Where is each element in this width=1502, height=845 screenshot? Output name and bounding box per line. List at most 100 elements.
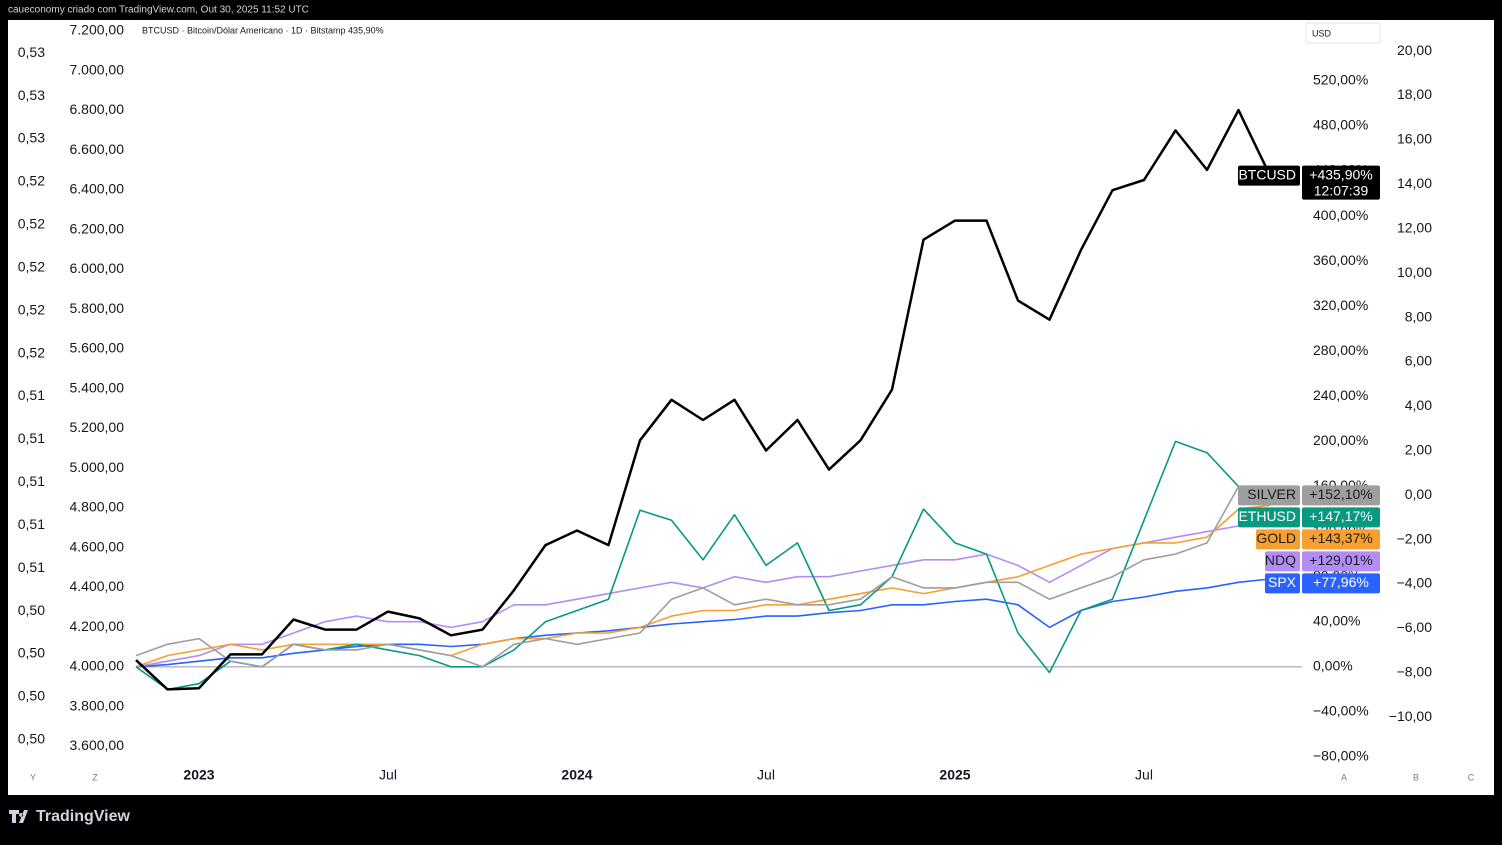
price-axis-label: 6.200,00	[70, 220, 125, 236]
currency-box[interactable]	[1305, 22, 1381, 44]
left-axis-label: 0,53	[18, 87, 45, 103]
series-line	[135, 485, 1271, 668]
right-axis-label: −2,00	[1397, 530, 1433, 546]
price-axis-label: 4.400,00	[70, 578, 125, 594]
left-axis-label: 0,51	[18, 559, 45, 575]
series-name-box	[1265, 551, 1300, 572]
end-label-box	[1302, 551, 1380, 572]
price-axis-label: 6.600,00	[70, 141, 125, 157]
left-axis-label: 0,50	[18, 731, 45, 747]
brand: TradingView	[36, 808, 131, 825]
right-axis-label: 0,00	[1405, 486, 1432, 502]
price-axis-label: 6.400,00	[70, 181, 125, 197]
axis-letter: Z	[92, 772, 98, 782]
left-axis-label: 0,53	[18, 130, 45, 146]
left-axis-label: 0,52	[18, 258, 45, 274]
percent-axis-label: 40,00%	[1313, 612, 1360, 628]
right-axis-label: −10,00	[1389, 708, 1432, 724]
currency[interactable]: USD	[1312, 28, 1332, 38]
left-axis-label: 0,51	[18, 387, 45, 403]
end-label-box	[1302, 507, 1380, 528]
axis-letter: C	[1468, 772, 1475, 782]
series-line	[135, 504, 1271, 668]
price-axis-label: 5.200,00	[70, 419, 125, 435]
end-label: +147,17%	[1309, 508, 1372, 524]
price-axis-label: 5.600,00	[70, 340, 125, 356]
right-axis-label: 12,00	[1397, 219, 1432, 235]
price-axis-label: 7.000,00	[70, 61, 125, 77]
percent-axis-label: 200,00%	[1313, 432, 1368, 448]
price-axis-label: 5.400,00	[70, 379, 125, 395]
right-axis-label: 14,00	[1397, 175, 1432, 191]
percent-axis-label: 240,00%	[1313, 387, 1368, 403]
left-axis-label: 0,52	[18, 301, 45, 317]
right-axis-label: 18,00	[1397, 86, 1432, 102]
series-name-box	[1238, 485, 1300, 506]
left-axis-label: 0,51	[18, 473, 45, 489]
left-axis-label: 0,50	[18, 645, 45, 661]
axis-letter: Y	[30, 772, 36, 782]
right-axis-label: 8,00	[1405, 308, 1432, 324]
percent-axis-label: 320,00%	[1313, 297, 1368, 313]
price-axis-label: 6.800,00	[70, 101, 125, 117]
series-name-box	[1256, 529, 1300, 550]
x-tick-label: Jul	[1135, 767, 1153, 783]
price-axis-label: 3.800,00	[70, 697, 125, 713]
chart-title: BTCUSD · Bitcoin/Dólar Americano · 1D · …	[142, 25, 384, 35]
left-axis-label: 0,52	[18, 344, 45, 360]
left-axis-label: 0,52	[18, 173, 45, 189]
end-label: +77,96%	[1313, 574, 1369, 590]
axis-letter: B	[1413, 772, 1419, 782]
right-axis-label: 10,00	[1397, 264, 1432, 280]
price-axis-label: 4.800,00	[70, 499, 125, 515]
series-name-box	[1238, 507, 1300, 528]
left-axis-label: 0,51	[18, 516, 45, 532]
percent-axis-label: 400,00%	[1313, 207, 1368, 223]
series-name: GOLD	[1256, 530, 1296, 546]
series-name: BTCUSD	[1238, 166, 1296, 182]
percent-axis-label: 280,00%	[1313, 342, 1368, 358]
right-axis-label: −4,00	[1397, 575, 1433, 591]
axis-letter: A	[1341, 772, 1347, 782]
left-axis-label: 0,53	[18, 44, 45, 60]
x-tick-label: 2023	[183, 767, 214, 783]
end-label-box	[1302, 573, 1380, 594]
percent-axis-label: 0,00%	[1313, 658, 1353, 674]
end-label-box	[1302, 529, 1380, 550]
end-label: +152,10%	[1309, 486, 1372, 502]
left-axis-label: 0,50	[18, 688, 45, 704]
price-axis-label: 5.800,00	[70, 300, 125, 316]
right-axis-label: 20,00	[1397, 42, 1432, 58]
price-axis-label: 3.600,00	[70, 737, 125, 753]
series-name: SILVER	[1247, 486, 1296, 502]
percent-axis-label: 480,00%	[1313, 117, 1368, 133]
series-name: SPX	[1268, 574, 1297, 590]
percent-axis-label: 520,00%	[1313, 72, 1368, 88]
right-axis-label: 6,00	[1405, 353, 1432, 369]
percent-axis-label: −40,00%	[1313, 703, 1369, 719]
end-label: +435,90%	[1309, 166, 1372, 182]
x-tick-label: Jul	[379, 767, 397, 783]
end-label: +129,01%	[1309, 552, 1372, 568]
right-axis-label: 2,00	[1405, 441, 1432, 457]
series-name: ETHUSD	[1238, 508, 1296, 524]
series-line	[135, 108, 1272, 691]
series-name: NDQ	[1265, 552, 1296, 568]
left-axis-label: 0,52	[18, 216, 45, 232]
chart-panel	[8, 20, 1494, 795]
price-axis-label: 6.000,00	[70, 260, 125, 276]
price-axis-label: 7.200,00	[70, 22, 125, 38]
price-axis-label: 4.600,00	[70, 538, 125, 554]
price-axis-label: 4.200,00	[70, 618, 125, 634]
x-tick-label: 2025	[939, 767, 970, 783]
percent-axis-label: −80,00%	[1313, 748, 1369, 764]
price-axis-label: 4.000,00	[70, 658, 125, 674]
x-tick-label: Jul	[757, 767, 775, 783]
end-label: +143,37%	[1309, 530, 1372, 546]
end-label-box	[1302, 165, 1380, 200]
series-name-box	[1265, 573, 1300, 594]
attribution: caueconomy criado com TradingView.com, O…	[8, 5, 309, 16]
right-axis-label: −8,00	[1397, 664, 1433, 680]
